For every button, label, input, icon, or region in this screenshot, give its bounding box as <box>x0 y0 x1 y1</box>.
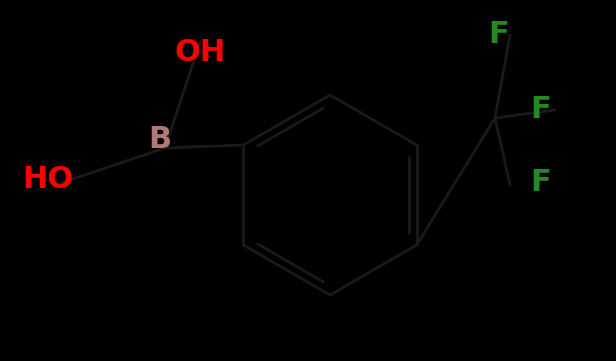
Text: OH: OH <box>175 38 226 67</box>
Text: B: B <box>148 125 171 154</box>
Text: HO: HO <box>22 165 73 194</box>
Text: F: F <box>530 95 551 124</box>
Text: F: F <box>488 20 509 49</box>
Text: F: F <box>530 168 551 197</box>
